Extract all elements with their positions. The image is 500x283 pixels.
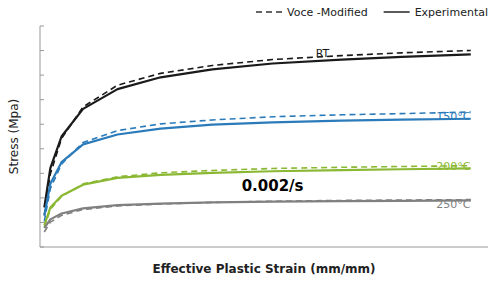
y-tick	[40, 173, 44, 174]
y-axis-label: Stress (Mpa)	[7, 99, 21, 174]
annotation: RT	[316, 47, 330, 60]
annotation: 0.002/s	[242, 177, 304, 195]
y-tick	[40, 26, 44, 27]
y-tick	[40, 222, 44, 223]
series-line	[44, 54, 470, 207]
series-line	[44, 168, 470, 225]
series-line	[44, 200, 470, 232]
annotation: 250°C	[436, 198, 470, 211]
legend-swatch	[384, 11, 410, 13]
y-tick	[40, 197, 44, 198]
y-axis-line	[40, 26, 41, 247]
annotation: 200°C	[436, 160, 470, 173]
series-line	[44, 200, 470, 228]
y-tick	[40, 148, 44, 149]
lines	[44, 50, 470, 232]
annotation: 150°C	[436, 110, 470, 123]
x-axis-line	[40, 247, 488, 248]
y-tick	[40, 99, 44, 100]
y-tick	[40, 50, 44, 51]
legend: Voce -Modified Experimental	[256, 6, 488, 19]
legend-label: Voce -Modified	[287, 6, 368, 19]
legend-label: Experimental	[415, 6, 488, 19]
legend-item: Experimental	[384, 6, 488, 19]
legend-item: Voce -Modified	[256, 6, 368, 19]
y-tick	[40, 124, 44, 125]
legend-swatch	[256, 11, 282, 13]
series-line	[44, 166, 470, 228]
y-tick	[40, 75, 44, 76]
series-line	[44, 50, 470, 215]
y-tick	[40, 247, 44, 248]
chart: RT 150°C 200°C 250°C 0.002/s Effective Plasti…	[0, 0, 500, 283]
x-axis-label: Effective Plastic Strain (mm/mm)	[152, 262, 375, 276]
background	[0, 0, 500, 283]
